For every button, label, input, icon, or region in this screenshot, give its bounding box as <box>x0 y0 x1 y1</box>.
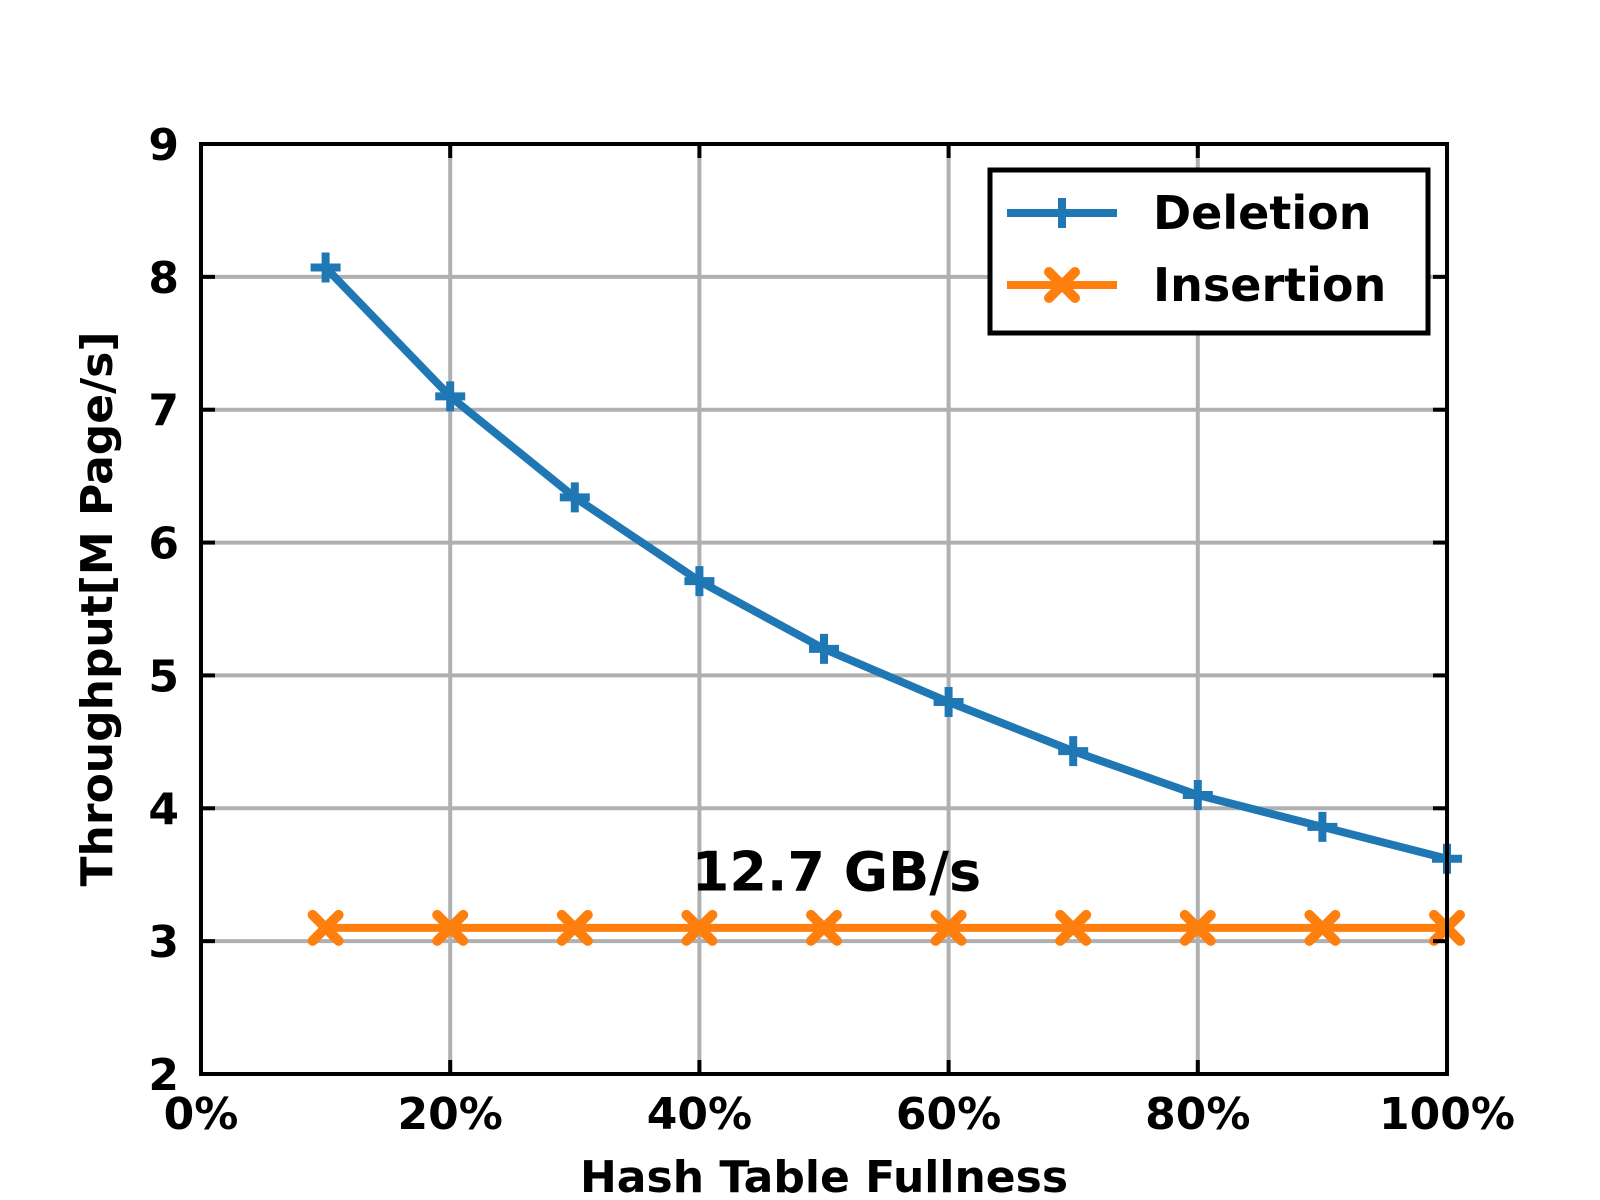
y-tick-label: 3 <box>148 917 179 968</box>
x-tick-label: 0% <box>164 1089 239 1140</box>
data-point-deletion <box>559 482 590 513</box>
x-tick-label: 80% <box>1145 1089 1250 1140</box>
series-line-deletion <box>322 264 1448 863</box>
data-point-deletion <box>1307 811 1338 842</box>
data-point-insertion <box>1304 909 1341 946</box>
marker-stroke <box>556 909 593 946</box>
data-point-insertion <box>432 909 469 946</box>
data-point-deletion <box>1058 736 1089 767</box>
data-point-deletion <box>933 687 964 717</box>
data-point-deletion <box>435 381 466 412</box>
marker-stroke <box>307 909 344 946</box>
data-point-deletion <box>310 252 341 283</box>
annotation-label: 12.7 GB/s <box>692 841 981 904</box>
legend-label-deletion: Deletion <box>1153 186 1371 240</box>
x-tick-label: 20% <box>398 1089 503 1140</box>
data-point-insertion <box>1055 909 1092 946</box>
y-tick-label: 5 <box>148 651 179 702</box>
marker-stroke <box>1179 909 1216 946</box>
y-axis-title: Throughput[M Page/s] <box>72 332 123 887</box>
marker-stroke <box>930 909 967 946</box>
y-tick-label: 6 <box>148 519 179 570</box>
data-point-deletion <box>1182 780 1213 810</box>
ticks: 0% 20% 40% 60% 80% 100% 2 3 4 5 6 7 8 9 <box>148 120 1515 1140</box>
data-point-deletion <box>684 566 715 597</box>
plot-frame <box>199 142 1449 1076</box>
data-point-insertion <box>681 909 718 946</box>
y-tick-label: 4 <box>148 784 179 835</box>
y-tick-label: 2 <box>148 1050 179 1101</box>
data-point-insertion <box>307 909 344 946</box>
y-tick-label: 8 <box>148 253 179 304</box>
data-point-insertion <box>1179 909 1216 946</box>
data-point-insertion <box>806 909 842 946</box>
legend-marker-deletion <box>1047 198 1077 228</box>
marker-stroke <box>1304 909 1341 946</box>
data-point-deletion <box>809 633 839 664</box>
legend-box <box>987 167 1431 336</box>
annotations: 12.7 GB/s <box>692 841 981 904</box>
legend: Deletion Insertion <box>987 167 1431 336</box>
x-tick-label: 100% <box>1379 1089 1515 1140</box>
x-axis-title: Hash Table Fullness <box>580 1152 1068 1200</box>
data-point-insertion <box>930 909 967 946</box>
marker-stroke <box>681 909 718 946</box>
x-tick-label: 40% <box>647 1089 752 1140</box>
legend-label-insertion: Insertion <box>1153 258 1386 312</box>
marker-stroke <box>1044 267 1080 303</box>
x-tick-label: 60% <box>896 1089 1001 1140</box>
marker-stroke <box>806 909 842 946</box>
y-tick-label: 7 <box>148 386 179 437</box>
marker-stroke <box>1055 909 1092 946</box>
data-point-insertion <box>556 909 593 946</box>
legend-marker-insertion <box>1044 267 1080 303</box>
y-tick-label: 9 <box>148 120 179 171</box>
marker-stroke <box>432 909 469 946</box>
